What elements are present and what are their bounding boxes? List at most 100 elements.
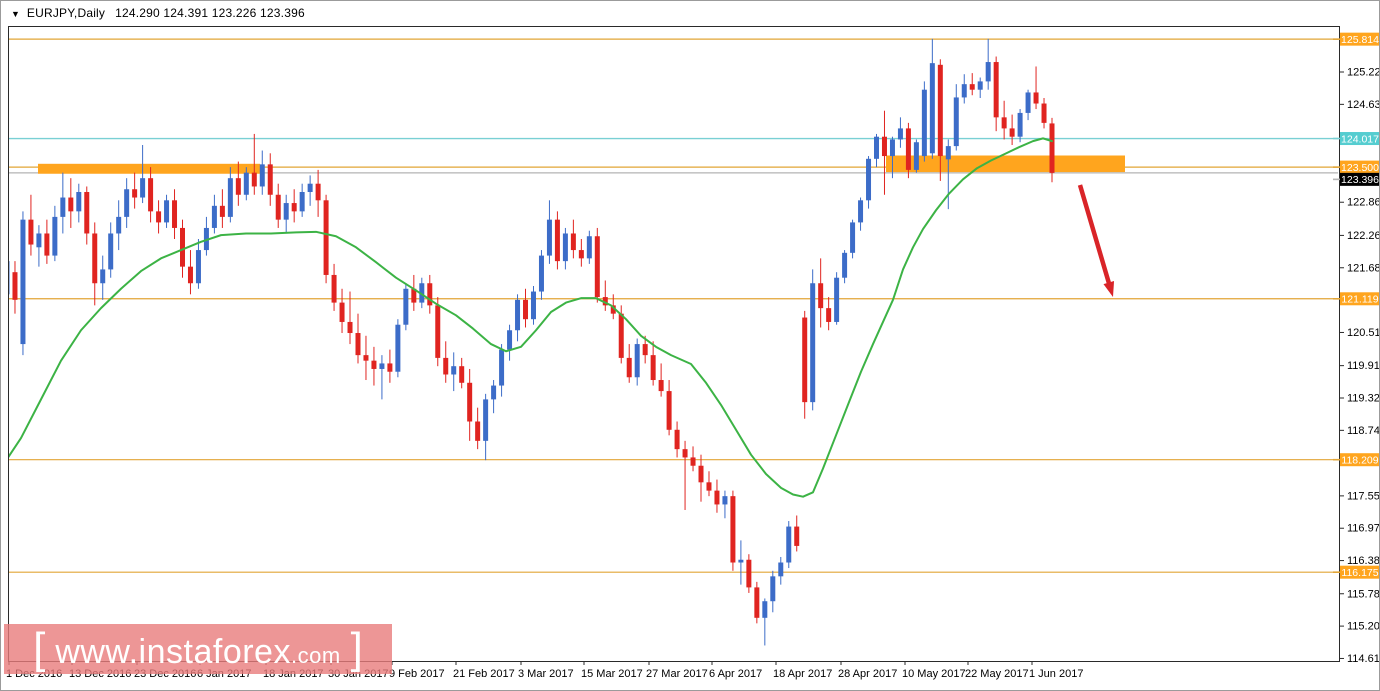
candlestick	[969, 73, 975, 96]
time-axis: 1 Dec 2016 13 Dec 2016 23 Dec 2016 6 Jan 20…	[6, 661, 1083, 680]
price-tick-label: 117.555	[1347, 490, 1379, 502]
candlestick	[858, 197, 864, 231]
candlestick	[411, 274, 417, 311]
candlestick	[435, 297, 441, 367]
candlestick	[602, 280, 608, 311]
candlestick	[722, 490, 728, 519]
svg-text:123.500: 123.500	[1341, 162, 1379, 174]
supply-zone-right[interactable]	[886, 155, 1125, 173]
candlestick	[1041, 97, 1047, 129]
candlestick	[259, 150, 265, 195]
candlestick	[1009, 114, 1015, 145]
candlestick-series	[9, 38, 1055, 646]
candlestick	[554, 211, 560, 270]
candlestick	[20, 211, 26, 356]
candlestick	[235, 161, 241, 206]
date-tick-label: 6 Apr 2017	[709, 668, 762, 680]
candlestick	[36, 225, 42, 267]
candlestick	[347, 291, 353, 345]
candlestick	[275, 183, 281, 228]
candlestick	[738, 540, 744, 585]
candlestick	[108, 222, 114, 278]
candlestick	[658, 363, 664, 397]
chart-title-bar: ▼ EURJPY,Daily 124.290 124.391 123.226 123…	[1, 1, 1379, 26]
candlestick	[427, 274, 433, 314]
candlestick	[905, 122, 911, 179]
candlestick	[1033, 66, 1039, 110]
price-tick-label: 122.865	[1347, 197, 1379, 209]
candlestick	[219, 189, 225, 228]
price-badge-118.209: 118.209	[1340, 453, 1379, 467]
candlestick	[706, 471, 712, 497]
candlestick	[546, 200, 552, 264]
moving-average-line[interactable]	[7, 137, 1053, 498]
candlestick	[195, 239, 201, 289]
candlestick	[682, 440, 688, 510]
candlestick	[897, 117, 903, 148]
candlestick	[866, 156, 872, 209]
candlestick	[68, 178, 74, 228]
supply-zone-left[interactable]	[38, 163, 260, 174]
candlestick	[60, 172, 66, 234]
candlestick	[355, 313, 361, 364]
candlestick	[714, 479, 720, 513]
candlestick	[52, 205, 58, 262]
price-tick-label: 116.385	[1347, 555, 1379, 567]
candlestick	[116, 200, 122, 251]
candlestick	[483, 393, 489, 461]
candlestick	[132, 172, 138, 209]
price-tick-label: 116.970	[1347, 523, 1379, 535]
sell-arrow[interactable]	[1077, 184, 1115, 297]
candlestick	[379, 355, 385, 400]
date-tick-label: 13 Dec 2016	[69, 668, 131, 680]
candlestick	[570, 219, 576, 259]
candlestick	[666, 380, 672, 436]
svg-text:125.814: 125.814	[1341, 34, 1379, 46]
candlestick	[746, 554, 752, 593]
date-tick-label: 1 Jun 2017	[1029, 668, 1083, 680]
candlestick	[874, 133, 880, 168]
candlestick	[802, 310, 808, 419]
date-tick-label: 15 Mar 2017	[581, 668, 643, 680]
candlestick	[307, 175, 313, 206]
date-tick-label: 18 Apr 2017	[773, 668, 832, 680]
price-badge-123.500: 123.500	[1340, 160, 1379, 174]
date-tick-label: 18 Jan 2017	[263, 668, 324, 680]
price-tick-label: 115.785	[1347, 588, 1379, 600]
date-tick-label: 6 Jan 2017	[197, 668, 251, 680]
candlestick	[9, 261, 10, 295]
candlestick	[467, 368, 473, 441]
candlestick	[371, 346, 377, 386]
date-tick-label: 28 Apr 2017	[838, 668, 897, 680]
symbol-dropdown-icon[interactable]: ▼	[11, 9, 20, 19]
candlestick	[323, 194, 329, 284]
svg-text:121.119: 121.119	[1341, 294, 1378, 306]
candlestick	[953, 84, 959, 151]
plot-area[interactable]	[5, 38, 1340, 646]
candlestick	[251, 133, 257, 195]
candlestick	[937, 59, 943, 181]
svg-text:124.017: 124.017	[1341, 133, 1379, 145]
candlestick	[921, 81, 927, 162]
candlestick	[291, 189, 297, 223]
candlestick	[850, 219, 856, 259]
candlestick	[881, 110, 887, 195]
candlestick	[642, 335, 648, 364]
candlestick	[419, 277, 425, 309]
price-tick-label: 115.200	[1347, 621, 1379, 633]
price-tick-label: 119.325	[1347, 392, 1379, 404]
candlestick	[100, 255, 106, 300]
candlestick	[44, 219, 50, 264]
candlestick	[674, 421, 680, 458]
candlestick	[148, 167, 154, 223]
candlestick	[211, 194, 217, 234]
candlestick	[523, 288, 529, 328]
candlestick	[578, 239, 584, 267]
candlestick	[586, 230, 592, 264]
date-tick-label: 9 Feb 2017	[389, 668, 445, 680]
svg-text:116.175: 116.175	[1341, 567, 1378, 579]
candlestick	[12, 261, 18, 314]
chart-frame	[8, 26, 1340, 662]
candlestick	[626, 344, 632, 383]
